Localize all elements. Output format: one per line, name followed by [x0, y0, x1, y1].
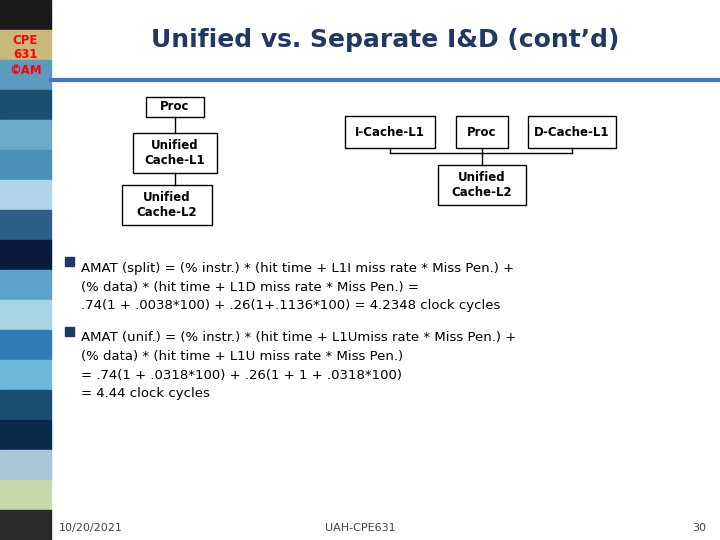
Bar: [0, 510, 51, 540]
Bar: [0, 60, 51, 90]
Bar: [0, 480, 51, 510]
Bar: [0, 90, 51, 120]
Bar: [0, 390, 51, 420]
Bar: [0, 120, 51, 150]
Text: Unified vs. Separate I&D (cont’d): Unified vs. Separate I&D (cont’d): [151, 28, 620, 52]
Bar: [0, 330, 51, 360]
Text: Unified
Cache-L2: Unified Cache-L2: [451, 171, 513, 199]
Text: I-Cache-L1: I-Cache-L1: [355, 125, 425, 138]
Text: (% data) * (hit time + L1U miss rate * Miss Pen.): (% data) * (hit time + L1U miss rate * M…: [81, 350, 403, 363]
Bar: [0, 450, 51, 480]
FancyBboxPatch shape: [122, 185, 212, 225]
Text: Unified
Cache-L2: Unified Cache-L2: [137, 191, 197, 219]
Text: Unified
Cache-L1: Unified Cache-L1: [145, 139, 205, 167]
FancyBboxPatch shape: [456, 116, 508, 148]
Text: = .74(1 + .0318*100) + .26(1 + 1 + .0318*100): = .74(1 + .0318*100) + .26(1 + 1 + .0318…: [81, 368, 402, 381]
Bar: [0, 30, 51, 60]
Text: 10/20/2021: 10/20/2021: [59, 523, 123, 533]
Bar: [0, 270, 51, 300]
FancyBboxPatch shape: [146, 97, 204, 117]
Text: AMAT (split) = (% instr.) * (hit time + L1I miss rate * Miss Pen.) +: AMAT (split) = (% instr.) * (hit time + …: [81, 262, 514, 275]
Text: (% data) * (hit time + L1D miss rate * Miss Pen.) =: (% data) * (hit time + L1D miss rate * M…: [81, 280, 419, 294]
FancyBboxPatch shape: [133, 133, 217, 173]
Text: 30: 30: [692, 523, 706, 533]
Text: Proc: Proc: [161, 100, 190, 113]
Text: Proc: Proc: [467, 125, 497, 138]
FancyBboxPatch shape: [438, 165, 526, 205]
FancyBboxPatch shape: [345, 116, 435, 148]
Bar: [0, 180, 51, 210]
Bar: [0, 150, 51, 180]
Text: = 4.44 clock cycles: = 4.44 clock cycles: [81, 387, 210, 400]
Text: UAH-CPE631: UAH-CPE631: [325, 523, 395, 533]
Bar: [0, 210, 51, 240]
Bar: [0, 300, 51, 330]
Bar: [0, 360, 51, 390]
Text: AMAT (unif.) = (% instr.) * (hit time + L1Umiss rate * Miss Pen.) +: AMAT (unif.) = (% instr.) * (hit time + …: [81, 332, 516, 345]
Bar: [0, 420, 51, 450]
Text: .74(1 + .0038*100) + .26(1+.1136*100) = 4.2348 clock cycles: .74(1 + .0038*100) + .26(1+.1136*100) = …: [81, 299, 500, 312]
Bar: [65, 327, 74, 335]
Bar: [65, 257, 74, 266]
Bar: [0, 240, 51, 270]
Text: D-Cache-L1: D-Cache-L1: [534, 125, 610, 138]
Text: CPE
631
©AM: CPE 631 ©AM: [9, 33, 42, 77]
FancyBboxPatch shape: [528, 116, 616, 148]
Bar: [0, 0, 51, 30]
